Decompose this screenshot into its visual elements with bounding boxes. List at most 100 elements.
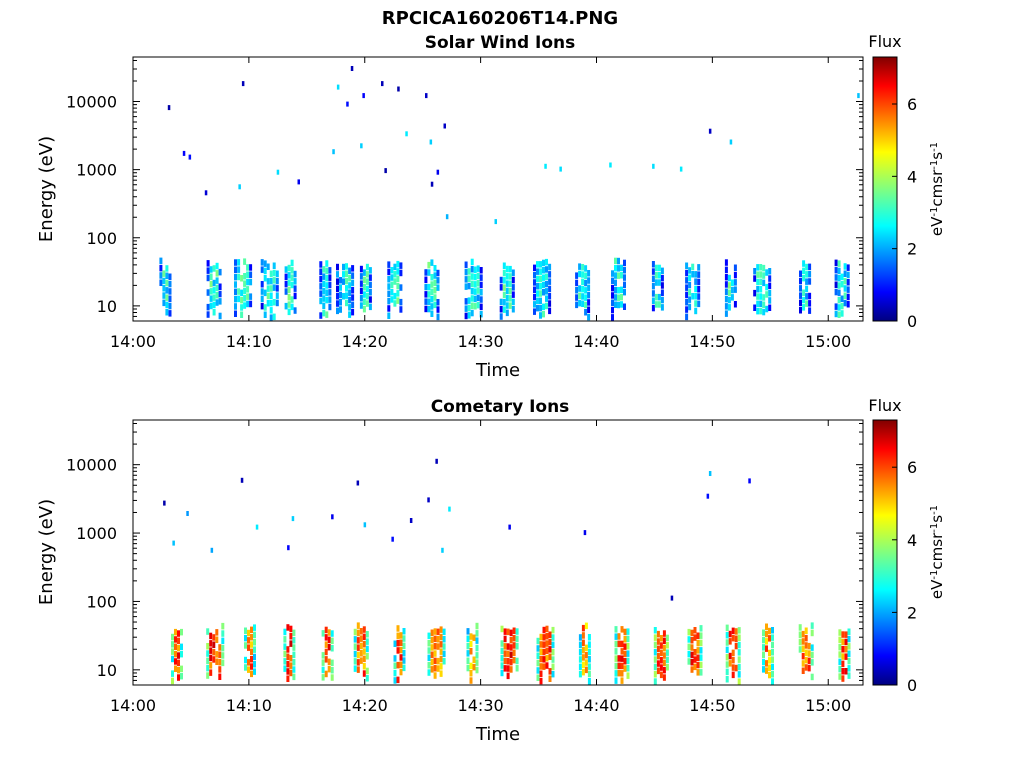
heatmap-cell [467,275,471,282]
heatmap-cell [539,648,543,655]
heatmap-cell [284,302,288,310]
heatmap-cell [469,633,473,640]
heatmap-cell [587,634,591,641]
heatmap-cell [436,269,440,277]
heatmap-cell [362,670,366,677]
heatmap-cell [697,278,701,286]
heatmap-cell [509,644,513,651]
heatmap-cell [399,284,403,291]
heatmap-cell [690,651,694,659]
heatmap-cell [436,313,440,321]
heatmap-cell [430,666,434,673]
heatmap-cell [802,296,806,304]
heatmap-cell [464,305,468,312]
heatmap-cell [424,298,428,305]
heatmap-cell [319,275,323,283]
heatmap-cell [427,269,431,276]
heatmap-cell [581,293,585,300]
heatmap-cell [436,306,440,313]
heatmap-cell [396,639,400,647]
heatmap-cell [439,626,443,633]
heatmap-cell [768,304,772,311]
heatmap-cell [359,280,363,287]
x-tick-label: 14:40 [573,332,619,351]
heatmap-cell [396,676,400,684]
heatmap-cell [212,641,216,648]
heatmap-cell [345,299,348,307]
heatmap-cell [551,634,555,641]
heatmap-cell [336,300,339,307]
heatmap-cell [427,654,431,662]
heatmap-cell [322,309,326,317]
heatmap-cell [617,633,621,640]
heatmap-cell [626,650,630,657]
heatmap-cell [623,259,626,267]
heatmap-cell [250,663,253,670]
heatmap-cell [430,636,434,644]
heatmap-cell [209,632,213,640]
heatmap-cell [508,287,512,295]
heatmap-cell [838,673,842,680]
heatmap-cell [328,289,332,296]
heatmap-cell [614,265,617,272]
heatmap-cell [319,312,323,319]
heatmap-cell [656,638,660,645]
heatmap-cell [551,670,555,678]
heatmap-cell [243,258,247,265]
heatmap-cell [387,312,391,319]
heatmap-cell [575,294,579,301]
heatmap-cell [542,641,546,648]
heatmap-cell [756,307,760,315]
heatmap-cell [396,275,400,282]
heatmap-cell [756,271,760,278]
figure-title: RPCICA160206T14.PNG [382,8,618,29]
heatmap-cell [611,292,614,299]
x-tick-label: 14:00 [110,332,156,351]
heatmap-cell [433,294,437,301]
heatmap-cell [801,652,805,660]
heatmap-cell [209,669,213,676]
heatmap-cell [656,652,660,660]
heatmap-cell [168,288,172,295]
heatmap-cell [542,663,546,670]
heatmap-cell [542,648,546,656]
data-point [857,93,860,99]
heatmap-cell [368,274,372,281]
heatmap-cell [290,281,294,289]
heatmap-cell [838,651,842,658]
colorbar-tick-label: 0 [907,676,917,695]
heatmap-cell [433,665,437,672]
heatmap-cell [548,285,552,293]
colorbar-ticks: 0 2 4 6 [892,95,917,331]
heatmap-cell [548,653,552,660]
heatmap-cell [368,289,372,296]
heatmap-cell [660,282,664,289]
heatmap-cell [365,271,369,278]
heatmap-cell [500,669,504,677]
heatmap-cell [330,674,334,681]
heatmap-cell [651,268,655,275]
heatmap-cell [614,279,617,287]
heatmap-cell [731,627,735,635]
heatmap-cell [727,289,731,296]
heatmap-cell [470,309,474,317]
heatmap-cell [844,638,848,646]
heatmap-cell [165,294,169,301]
heatmap-cell [688,296,692,303]
heatmap-cell [396,268,400,275]
heatmap-cell [475,659,479,666]
heatmap-cell [362,276,366,284]
heatmap-cell [289,625,293,633]
heatmap-cell [837,311,841,318]
heatmap-cell [475,622,479,630]
heatmap-cell [685,306,689,313]
heatmap-cell [581,654,585,661]
heatmap-cell [511,298,515,306]
heatmap-cell [470,280,474,288]
heatmap-cell [737,663,741,671]
heatmap-cell [545,640,549,647]
heatmap-cell [322,288,326,295]
heatmap-cell [847,650,851,657]
heatmap-cell [475,652,479,659]
heatmap-cell [362,633,366,641]
